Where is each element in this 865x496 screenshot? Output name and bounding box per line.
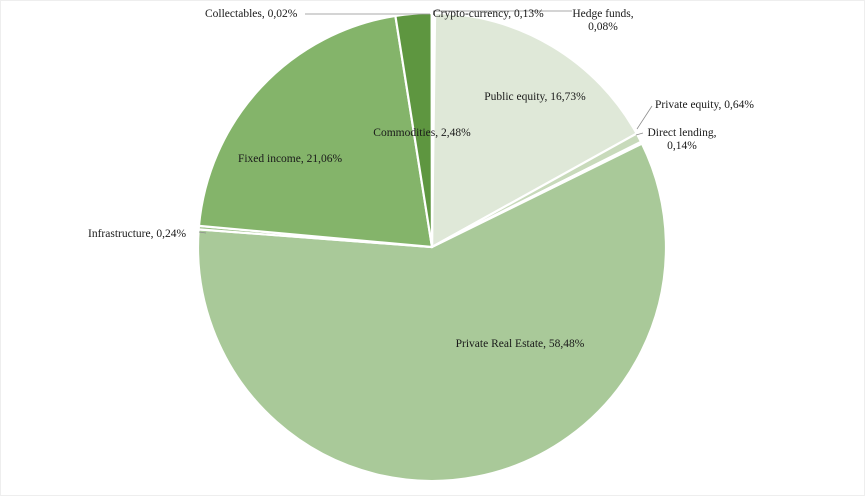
data-label-private-real-estate: Private Real Estate, 58,48%: [456, 338, 585, 350]
data-label-public-equity: Public equity, 16,73%: [484, 91, 586, 103]
leader-line-private-equity: [636, 105, 653, 130]
leader-line-hedge-funds: [433, 10, 572, 15]
leader-lines: [198, 10, 653, 234]
leader-line-direct-lending: [635, 132, 644, 136]
data-label-private-equity: Private equity, 0,64%: [655, 99, 754, 111]
data-label-fixed-income: Fixed income, 21,06%: [238, 153, 343, 165]
data-label-crypto-currency: Crypto-currency, 0,13%: [433, 8, 544, 20]
data-label-hedge-funds: Hedge funds, 0,08%: [572, 8, 633, 33]
pie-slice-private-real-estate: [196, 142, 668, 483]
data-label-direct-lending: Direct lending, 0,14%: [648, 127, 717, 152]
data-label-infrastructure: Infrastructure, 0,24%: [88, 228, 186, 240]
data-labels: Crypto-currency, 0,13% Hedge funds, 0,08% P…: [88, 8, 754, 350]
data-label-commodities: Commodities, 2,48%: [373, 127, 471, 139]
pie-slice-public-equity: [430, 11, 638, 249]
pie-slices: [196, 11, 668, 483]
leader-line-infrastructure: [198, 231, 207, 234]
pie-slice-fixed-income: [197, 14, 434, 249]
data-label-collectables: Collectables, 0,02%: [205, 8, 298, 20]
